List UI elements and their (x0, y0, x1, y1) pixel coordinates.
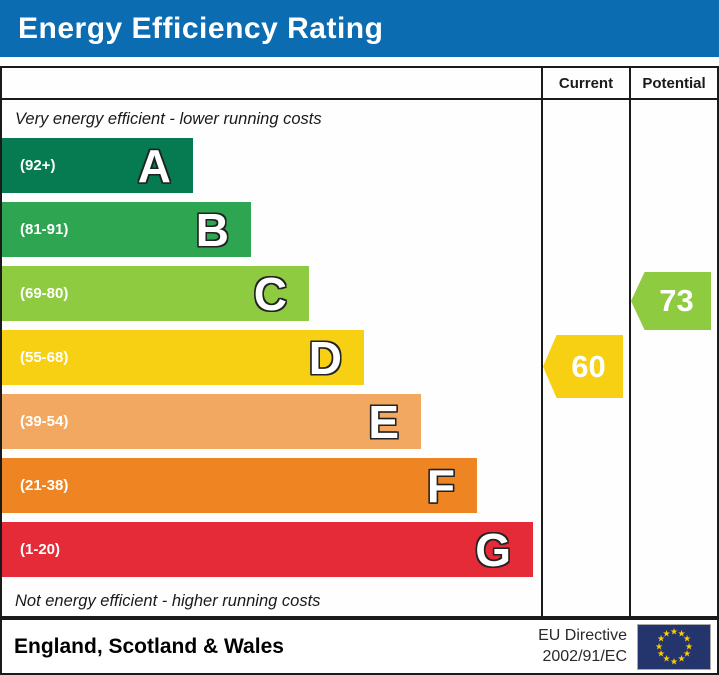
region-label: England, Scotland & Wales (14, 634, 284, 658)
current-column-body: 60 (543, 100, 629, 616)
band-letter: B (195, 203, 229, 256)
current-column: Current 60 (543, 68, 631, 616)
eu-flag-star: ★ (682, 633, 692, 644)
eu-flag-star: ★ (662, 653, 671, 664)
rating-band-f: (21-38) F (2, 458, 477, 513)
band-range-label: (69-80) (20, 285, 69, 302)
current-column-header: Current (543, 68, 629, 100)
eu-flag-star: ★ (656, 648, 666, 659)
rating-band-b: (81-91) B (2, 202, 251, 257)
eu-flag-star: ★ (677, 628, 686, 638)
rating-band-c: (69-80) C (2, 266, 309, 321)
rating-band-a: (92+) A (2, 138, 193, 193)
eu-directive-line2: 2002/91/EC (542, 647, 627, 665)
band-range-label: (39-54) (20, 413, 69, 430)
eu-flag-star: ★ (654, 641, 664, 651)
band-letter: E (368, 395, 399, 448)
eu-flag-star: ★ (669, 626, 679, 636)
rating-band-e: (39-54) E (2, 394, 421, 449)
eu-flag-star: ★ (682, 648, 692, 659)
band-range-label: (1-20) (20, 541, 61, 558)
band-range-label: (21-38) (20, 477, 69, 494)
top-note: Very energy efficient - lower running co… (15, 109, 322, 128)
band-letter: C (253, 267, 287, 320)
rating-table: Very energy efficient - lower running co… (0, 66, 719, 618)
potential-column-body: 73 (631, 100, 717, 616)
eu-directive-label: EU Directive 2002/91/EC (538, 626, 627, 668)
potential-column: Potential 73 (631, 68, 717, 616)
scale-column-header (2, 68, 541, 100)
band-letter: F (426, 459, 455, 512)
band-range-label: (92+) (20, 157, 56, 174)
rating-band-g: (1-20) G (2, 522, 533, 577)
rating-band-d: (55-68) D (2, 330, 364, 385)
footer-bar: England, Scotland & Wales EU Directive 2… (0, 618, 719, 675)
eu-flag-star: ★ (684, 641, 694, 651)
scale-body: Very energy efficient - lower running co… (2, 100, 541, 616)
band-list: (92+) A (81-91) B (69-80) C (55-68) D (3… (2, 138, 541, 577)
chart-title-bar: Energy Efficiency Rating (0, 0, 719, 57)
scale-column: Very energy efficient - lower running co… (2, 68, 543, 616)
band-letter: A (137, 139, 171, 192)
current-rating-arrow: 60 (543, 335, 623, 398)
eu-flag-star: ★ (656, 633, 666, 644)
band-letter: D (308, 331, 342, 384)
band-range-label: (55-68) (20, 349, 69, 366)
page-title: Energy Efficiency Rating (18, 11, 384, 45)
eu-flag-star: ★ (662, 628, 671, 638)
current-rating-value: 60 (571, 348, 606, 384)
eu-flag-star: ★ (677, 653, 686, 664)
potential-rating-arrow: 73 (631, 272, 711, 330)
eu-flag-star: ★ (669, 656, 679, 666)
potential-rating-value: 73 (659, 283, 694, 318)
band-range-label: (81-91) (20, 221, 69, 238)
eu-directive-line1: EU Directive (538, 626, 627, 644)
band-letter: G (475, 523, 511, 576)
eu-flag-icon: ★ ★ ★ ★ ★ ★ ★ ★ ★ ★ ★ ★ (637, 623, 711, 670)
potential-column-header: Potential (631, 68, 717, 100)
bottom-note: Not energy efficient - higher running co… (15, 591, 321, 610)
